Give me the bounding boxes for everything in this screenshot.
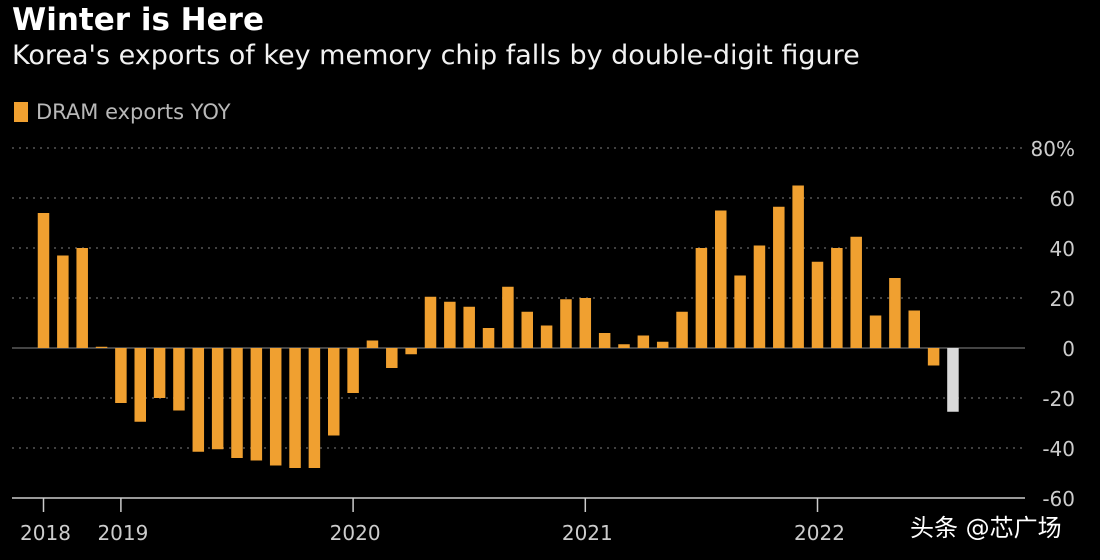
chart-legend: DRAM exports YOY (14, 100, 231, 124)
bar (463, 306, 475, 348)
bar (889, 278, 901, 348)
y-tick-label: -40 (1042, 437, 1075, 461)
bar (850, 236, 862, 348)
bar (908, 310, 920, 348)
x-tick-label: 2019 (97, 521, 148, 545)
bar (656, 341, 669, 348)
bar (521, 311, 533, 348)
bar (37, 213, 50, 348)
y-tick-label: 80% (1031, 137, 1075, 161)
y-tick-label: -60 (1042, 487, 1075, 511)
bar (386, 348, 398, 368)
bar (444, 301, 456, 348)
y-tick-label: -20 (1042, 387, 1075, 411)
watermark: 头条 @芯广场 (910, 514, 1062, 542)
bar (173, 348, 185, 411)
chart-title: Winter is Here (12, 2, 264, 38)
bar (676, 311, 688, 348)
bar (134, 348, 146, 422)
bar-layer (37, 185, 959, 468)
bar (540, 325, 553, 348)
bar (57, 255, 69, 348)
bar (289, 348, 301, 468)
bar (347, 348, 359, 393)
y-tick-label: 40 (1050, 237, 1075, 261)
bar (811, 261, 824, 348)
y-tick-label: 60 (1050, 187, 1075, 211)
x-tick-label: 2020 (330, 521, 381, 545)
bar (328, 348, 340, 436)
x-tick-label: 2022 (794, 521, 845, 545)
bar (405, 348, 417, 355)
bar (250, 348, 263, 461)
bar (115, 348, 127, 403)
bar (598, 333, 611, 348)
bar (618, 344, 630, 348)
chart-subtitle: Korea's exports of key memory chip falls… (12, 40, 860, 71)
grid-layer (12, 147, 1025, 449)
bar (192, 348, 205, 452)
bar (308, 348, 321, 468)
bar-highlight (947, 348, 959, 412)
axis-layer (12, 497, 1025, 512)
bar (831, 248, 843, 348)
bar (715, 210, 727, 348)
bar (231, 348, 243, 458)
bar (502, 286, 514, 348)
bar (695, 248, 708, 348)
legend-swatch (14, 102, 28, 122)
bar (792, 185, 804, 348)
x-tick-label: 2021 (562, 521, 613, 545)
bar (153, 348, 166, 398)
y-tick-label: 0 (1062, 337, 1075, 361)
bar (560, 299, 572, 348)
bar (95, 346, 108, 348)
bar (579, 298, 592, 348)
bar (269, 348, 282, 466)
bar (869, 315, 882, 348)
bar (734, 275, 746, 348)
y-tick-label: 20 (1050, 287, 1075, 311)
bar (637, 335, 650, 348)
label-layer: 80% 60 40 20 0 -20 -40 -60 2018 2019 2020 2021 2022 (20, 137, 1075, 545)
bar (211, 348, 224, 450)
legend-label: DRAM exports YOY (36, 100, 231, 124)
bar (927, 348, 940, 366)
bar (424, 296, 437, 348)
x-tick-label: 2018 (20, 521, 71, 545)
bar (76, 248, 88, 348)
bar (753, 245, 766, 348)
bar (773, 206, 785, 348)
bar (482, 328, 495, 348)
bar (366, 340, 379, 348)
